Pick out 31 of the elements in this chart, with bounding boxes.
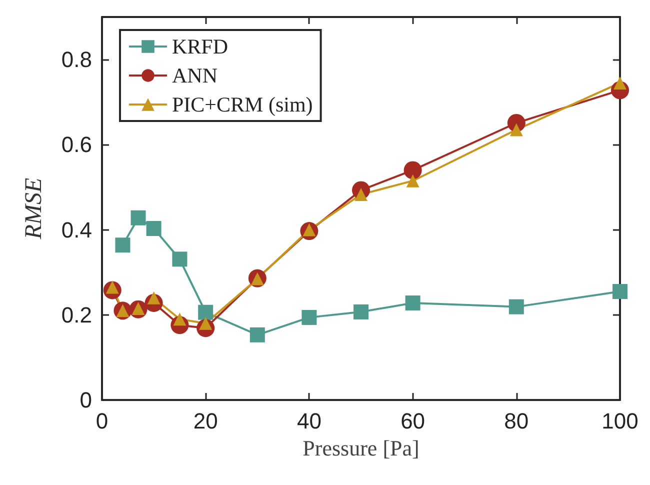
point <box>612 284 628 299</box>
y-tick-label: 0.4 <box>61 217 92 242</box>
y-axis-title: RMSE <box>21 178 47 240</box>
point <box>354 304 368 320</box>
x-tick-label: 0 <box>96 408 108 434</box>
point <box>115 238 130 253</box>
legend-label: KRFD <box>172 34 228 58</box>
point <box>614 76 626 90</box>
point <box>146 221 162 236</box>
x-tick-label: 100 <box>602 408 638 434</box>
point <box>250 327 265 342</box>
point <box>302 310 317 325</box>
point <box>405 295 420 310</box>
y-tick-label: 0.2 <box>61 302 92 328</box>
x-tick-label: 20 <box>193 408 218 434</box>
y-tick-label: 0 <box>80 388 92 412</box>
x-tick-label: 40 <box>296 408 322 434</box>
legend-label: PIC+CRM (sim) <box>172 92 313 116</box>
point <box>508 299 524 314</box>
point <box>404 161 422 180</box>
legend-label: ANN <box>172 64 218 88</box>
y-tick-label: 0.6 <box>61 132 92 158</box>
x-tick-label: 80 <box>504 408 529 434</box>
point <box>198 304 214 320</box>
x-tick-label: 60 <box>400 408 426 434</box>
y-tick-label: 0.8 <box>61 47 92 72</box>
point <box>172 252 188 267</box>
point <box>510 123 523 136</box>
point <box>406 174 420 188</box>
point <box>130 210 146 226</box>
x-axis-title: Pressure [Pa] <box>302 435 420 460</box>
